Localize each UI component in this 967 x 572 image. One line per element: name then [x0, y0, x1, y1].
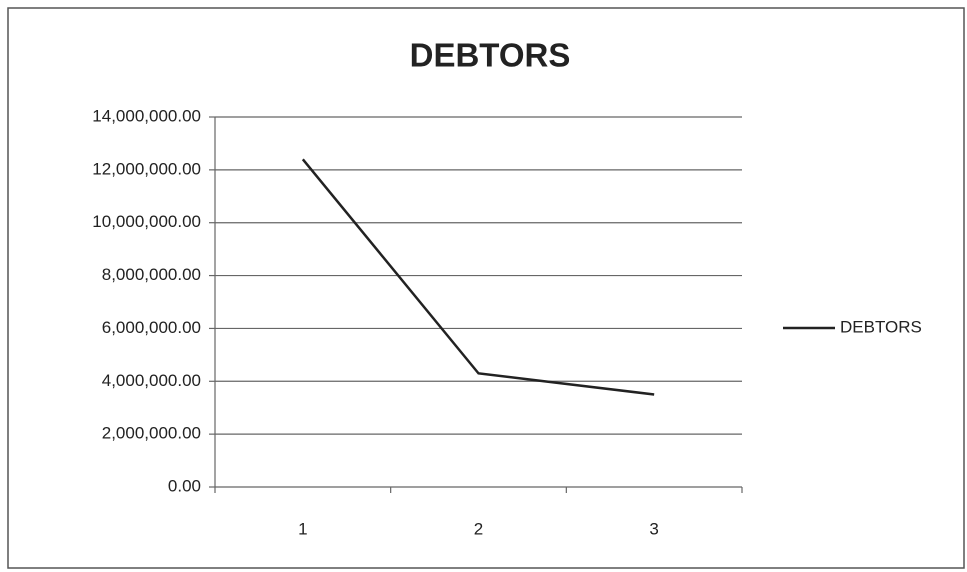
chart-border: [7, 7, 965, 569]
x-tick-label: 1: [298, 519, 307, 538]
y-tick-label: 4,000,000.00: [102, 371, 201, 390]
y-tick-label: 12,000,000.00: [92, 159, 201, 178]
y-tick-label: 2,000,000.00: [102, 424, 201, 443]
y-tick-label: 0.00: [168, 476, 201, 495]
y-tick-label: 14,000,000.00: [92, 106, 201, 125]
chart-title: DEBTORS: [410, 37, 571, 74]
x-tick-label: 3: [649, 519, 658, 538]
x-tick-label: 2: [474, 519, 483, 538]
y-tick-label: 6,000,000.00: [102, 318, 201, 337]
y-tick-label: 8,000,000.00: [102, 265, 201, 284]
data-line: [301, 158, 655, 396]
y-tick-label: 10,000,000.00: [92, 212, 201, 231]
legend-label: DEBTORS: [840, 317, 922, 336]
